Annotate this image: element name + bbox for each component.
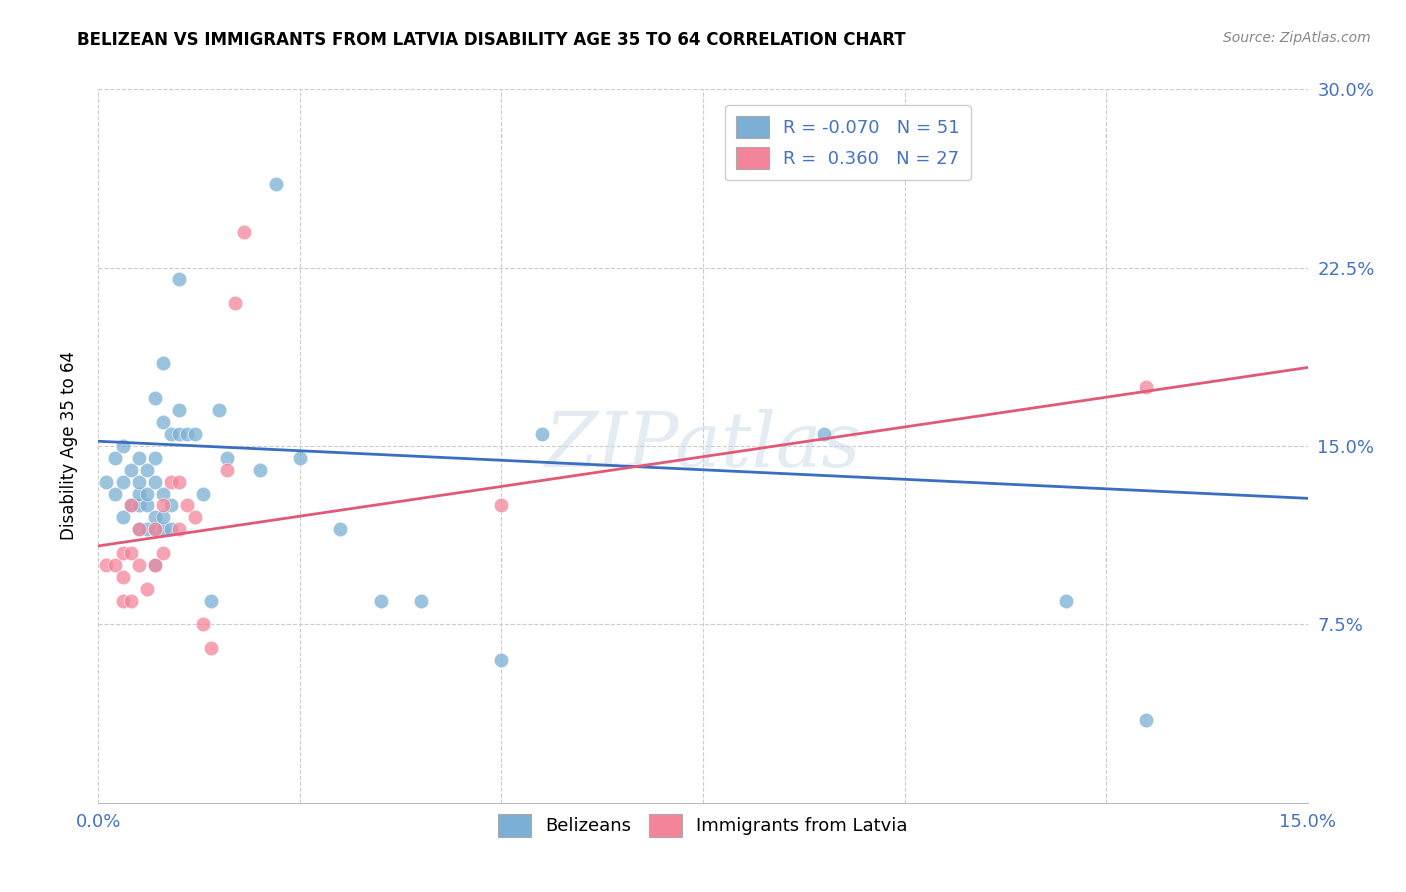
Point	[143, 522, 166, 536]
Point	[160, 427, 183, 442]
Point	[103, 486, 125, 500]
Point	[249, 463, 271, 477]
Point	[1054, 593, 1077, 607]
Point	[120, 546, 142, 560]
Point	[167, 272, 190, 286]
Point	[208, 403, 231, 417]
Text: ZIPatlas: ZIPatlas	[544, 409, 862, 483]
Point	[143, 522, 166, 536]
Point	[143, 392, 166, 406]
Legend: Belizeans, Immigrants from Latvia: Belizeans, Immigrants from Latvia	[491, 807, 915, 844]
Point	[193, 617, 215, 632]
Point	[111, 510, 134, 524]
Point	[135, 463, 157, 477]
Point	[200, 593, 222, 607]
Point	[152, 510, 174, 524]
Point	[160, 522, 183, 536]
Point	[217, 450, 239, 465]
Point	[143, 558, 166, 572]
Point	[128, 499, 150, 513]
Y-axis label: Disability Age 35 to 64: Disability Age 35 to 64	[59, 351, 77, 541]
Point	[143, 450, 166, 465]
Point	[135, 486, 157, 500]
Point	[143, 558, 166, 572]
Point	[264, 178, 287, 192]
Point	[103, 450, 125, 465]
Point	[152, 356, 174, 370]
Point	[370, 593, 392, 607]
Point	[288, 450, 311, 465]
Point	[111, 475, 134, 489]
Point	[103, 558, 125, 572]
Point	[120, 463, 142, 477]
Point	[167, 403, 190, 417]
Point	[167, 475, 190, 489]
Point	[167, 522, 190, 536]
Point	[813, 427, 835, 442]
Point	[120, 499, 142, 513]
Point	[111, 593, 134, 607]
Point	[120, 593, 142, 607]
Point	[184, 427, 207, 442]
Text: BELIZEAN VS IMMIGRANTS FROM LATVIA DISABILITY AGE 35 TO 64 CORRELATION CHART: BELIZEAN VS IMMIGRANTS FROM LATVIA DISAB…	[77, 31, 905, 49]
Point	[152, 522, 174, 536]
Point	[160, 475, 183, 489]
Point	[111, 546, 134, 560]
Point	[167, 427, 190, 442]
Point	[120, 499, 142, 513]
Point	[128, 558, 150, 572]
Point	[143, 475, 166, 489]
Point	[409, 593, 432, 607]
Point	[224, 296, 246, 310]
Point	[128, 522, 150, 536]
Point	[128, 486, 150, 500]
Point	[1135, 379, 1157, 393]
Point	[530, 427, 553, 442]
Point	[329, 522, 352, 536]
Point	[232, 225, 254, 239]
Point	[1135, 713, 1157, 727]
Point	[111, 439, 134, 453]
Point	[152, 546, 174, 560]
Point	[152, 486, 174, 500]
Point	[184, 510, 207, 524]
Point	[176, 499, 198, 513]
Point	[96, 558, 118, 572]
Point	[135, 582, 157, 596]
Point	[111, 570, 134, 584]
Point	[152, 415, 174, 429]
Point	[143, 510, 166, 524]
Point	[135, 522, 157, 536]
Point	[96, 475, 118, 489]
Point	[128, 450, 150, 465]
Point	[152, 499, 174, 513]
Point	[160, 499, 183, 513]
Point	[200, 641, 222, 656]
Point	[128, 522, 150, 536]
Point	[491, 499, 513, 513]
Point	[491, 653, 513, 667]
Point	[193, 486, 215, 500]
Point	[176, 427, 198, 442]
Point	[217, 463, 239, 477]
Point	[135, 499, 157, 513]
Text: Source: ZipAtlas.com: Source: ZipAtlas.com	[1223, 31, 1371, 45]
Point	[128, 475, 150, 489]
